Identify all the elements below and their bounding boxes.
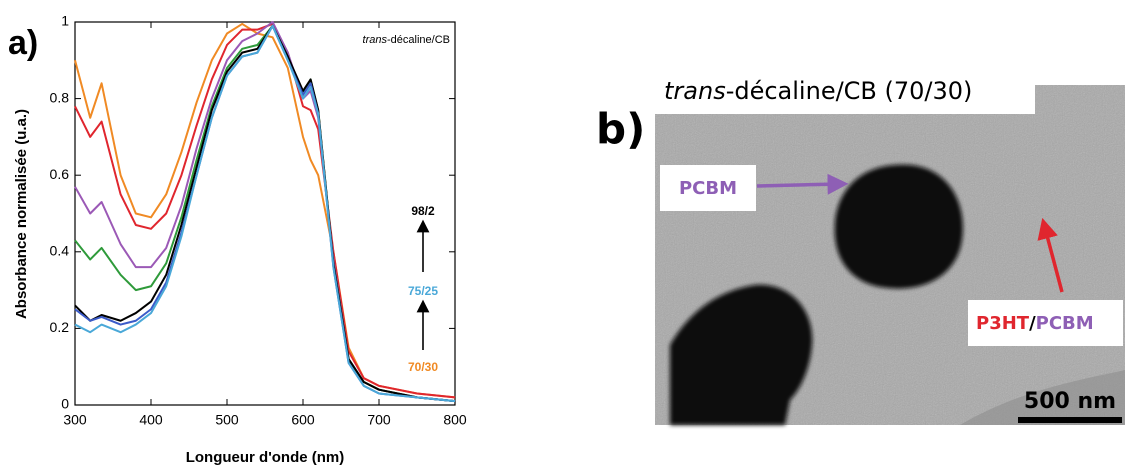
series-line [74, 24, 456, 403]
scale-bar [1018, 417, 1122, 423]
blend-label: P3HT/PCBM [976, 313, 1094, 334]
p3ht-label: P3HT [976, 313, 1030, 334]
scale-bar-label: 500 nm [1024, 389, 1116, 414]
x-tick-label: 400 [139, 412, 163, 428]
pcbm-label: PCBM [1036, 313, 1094, 334]
y-tick-label: 1 [61, 13, 69, 29]
x-tick-label: 500 [215, 412, 239, 428]
ratio-label: 70/30 [408, 360, 438, 374]
x-axis-title: Longueur d'onde (nm) [186, 449, 345, 466]
label-box [968, 300, 1123, 346]
series-line [74, 21, 456, 403]
y-tick-label: 0 [61, 396, 69, 412]
panel-label: a) [8, 24, 38, 62]
arrow [756, 173, 849, 195]
title-box [655, 68, 1035, 114]
plot-area: 300 400 500 600 700 800 0 0.2 0.4 0.6 0.8 1 98/2 75/2… [50, 13, 467, 428]
title-italic: trans [664, 77, 726, 105]
shading [960, 370, 1125, 425]
image-title: trans-décaline/CB (70/30) [664, 77, 972, 105]
title-text: -décaline/CB (70/30) [726, 77, 973, 105]
y-tick-label: 0.2 [50, 319, 70, 335]
series-line [74, 24, 456, 403]
y-tick-label: 0.8 [50, 89, 70, 105]
plot-frame [74, 21, 456, 406]
label-box [660, 165, 756, 211]
panel-label: b) [596, 105, 645, 154]
ratio-label: 98/2 [411, 204, 435, 218]
x-tick-label: 700 [367, 412, 391, 428]
x-tick-label: 300 [63, 412, 87, 428]
chart-annotation: trans-décaline/CB [363, 34, 450, 46]
series-line [74, 24, 456, 403]
y-axis-title: Absorbance normalisée (u.a.) [13, 109, 30, 319]
series-line [74, 22, 456, 399]
separator: / [1029, 313, 1036, 334]
arrow [1037, 217, 1064, 293]
x-tick-label: 800 [443, 412, 467, 428]
tem-image [655, 85, 1125, 425]
pcbm-label: PCBM [679, 178, 737, 199]
annotation-text: -décaline/CB [387, 34, 450, 46]
annotation-italic: trans [363, 34, 388, 46]
series-line [74, 22, 456, 399]
particles [670, 164, 963, 425]
ratio-label: 75/25 [408, 284, 438, 298]
y-tick-label: 0.4 [50, 243, 70, 259]
series-line [74, 24, 456, 403]
x-tick-label: 600 [291, 412, 315, 428]
y-tick-label: 0.6 [50, 166, 70, 182]
